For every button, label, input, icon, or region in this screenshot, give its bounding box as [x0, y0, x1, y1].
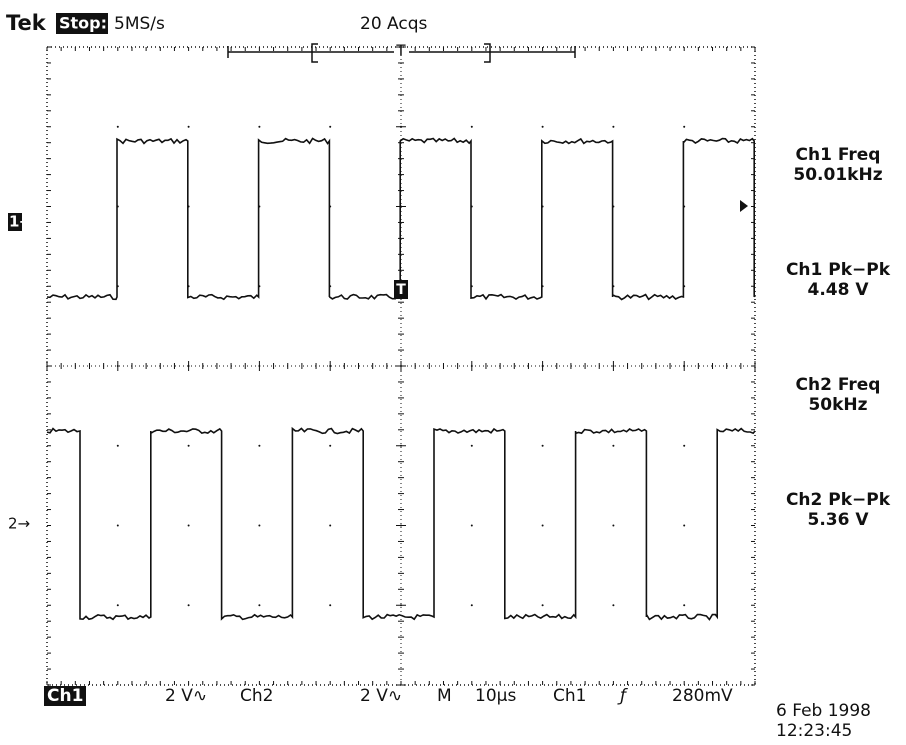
grid-dot — [188, 365, 190, 367]
grid-dot — [683, 365, 685, 367]
grid-dot — [471, 525, 473, 527]
ch2-marker: 2→ — [8, 515, 30, 533]
trigger-source: Ch1 — [553, 686, 586, 706]
grid-dot — [400, 604, 402, 606]
measurement-label: Ch1 Pk−Pk — [786, 260, 891, 280]
grid-dot — [329, 445, 331, 447]
grid-dot — [329, 126, 331, 128]
state: Stop: — [59, 14, 107, 33]
grid-dot — [258, 604, 260, 606]
ch2-scale: 2 V∿ — [360, 686, 402, 706]
ch1-label: Ch1 — [47, 686, 83, 706]
sample-rate: 5MS/s — [114, 14, 165, 34]
trigger-level: 280mV — [672, 686, 733, 706]
grid-dot — [612, 365, 614, 367]
grid-dot — [471, 604, 473, 606]
grid-dot — [542, 365, 544, 367]
grid-dot — [683, 525, 685, 527]
grid-dot — [329, 525, 331, 527]
grid-dot — [471, 365, 473, 367]
grid-dot — [188, 126, 190, 128]
ch1-marker: 1→ — [9, 213, 32, 231]
acquisitions: 20 Acqs — [360, 14, 428, 34]
grid-dot — [188, 525, 190, 527]
grid-dot — [117, 604, 119, 606]
grid-dot — [188, 604, 190, 606]
grid-dot — [329, 604, 331, 606]
grid-dot — [542, 525, 544, 527]
measurement-value: 4.48 V — [807, 280, 869, 300]
grid-dot — [471, 126, 473, 128]
grid-dot — [471, 445, 473, 447]
measurement-value: 5.36 V — [807, 510, 869, 530]
measurement-value: 50.01kHz — [793, 165, 882, 185]
grid-dot — [400, 445, 402, 447]
timebase-label: M — [437, 686, 452, 706]
grid-dot — [258, 445, 260, 447]
grid-dot — [612, 604, 614, 606]
grid-dot — [400, 365, 402, 367]
measurement-value: 50kHz — [808, 395, 867, 415]
brand: Tek — [6, 11, 47, 35]
grid-dot — [400, 126, 402, 128]
grid-dot — [683, 445, 685, 447]
grid-dot — [258, 126, 260, 128]
grid-dot — [329, 365, 331, 367]
grid-dot — [542, 604, 544, 606]
date: 6 Feb 1998 — [776, 701, 871, 721]
grid-dot — [258, 365, 260, 367]
grid-dot — [542, 445, 544, 447]
grid-dot — [117, 365, 119, 367]
grid-dot — [612, 126, 614, 128]
timebase: 10µs — [475, 686, 516, 706]
ch1-scale: 2 V∿ — [165, 686, 207, 706]
ch2-label: Ch2 — [240, 686, 273, 706]
trigger-marker: T — [396, 282, 406, 298]
time: 12:23:45 — [776, 721, 852, 741]
grid-dot — [117, 525, 119, 527]
grid-dot — [188, 445, 190, 447]
grid-dot — [542, 126, 544, 128]
grid-dot — [612, 525, 614, 527]
grid-dot — [117, 126, 119, 128]
grid-dot — [258, 525, 260, 527]
grid-dot — [683, 126, 685, 128]
grid-dot — [400, 525, 402, 527]
measurement-label: Ch1 Freq — [796, 145, 881, 165]
grid-dot — [683, 604, 685, 606]
background — [0, 0, 906, 745]
oscilloscope-screen: Tek Stop: 5MS/s 20 Acqs T 1→ 2→ T Ch1 Fr… — [0, 0, 906, 745]
grid-dot — [612, 445, 614, 447]
measurement-label: Ch2 Pk−Pk — [786, 490, 891, 510]
measurement-label: Ch2 Freq — [796, 375, 881, 395]
grid-dot — [117, 445, 119, 447]
